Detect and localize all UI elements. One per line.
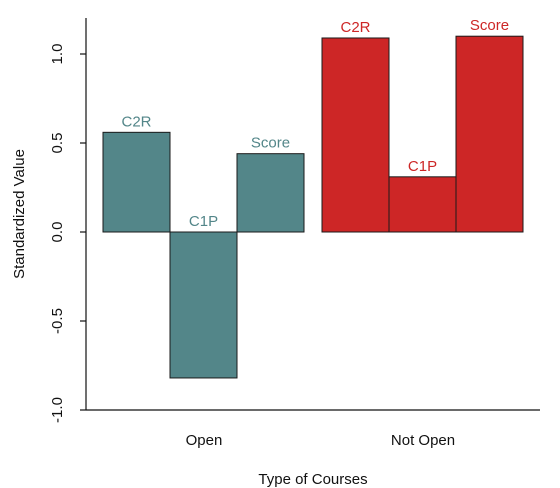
bar (102, 131, 171, 233)
y-tick-label: -1.0 (49, 397, 66, 423)
bar-label: C2R (340, 19, 370, 36)
bar-label: C1P (189, 213, 218, 230)
bar-label: C2R (121, 113, 151, 130)
y-tick-label: 1.0 (49, 44, 66, 65)
bar (169, 231, 238, 379)
bar-label: Score (251, 135, 290, 152)
plot-area: C2R C1P Score C2R C1P Score (102, 17, 524, 379)
x-axis-title: Type of Courses (258, 471, 367, 488)
bar-label: Score (470, 17, 509, 34)
bar (321, 37, 390, 233)
bar (388, 176, 457, 233)
x-tick-label: Not Open (391, 432, 455, 449)
bar (236, 153, 305, 233)
y-tick-label: 0.0 (49, 222, 66, 243)
bar-group: C2R C1P Score (321, 17, 524, 233)
y-tick-label: -0.5 (49, 308, 66, 334)
y-axis-ticks: -1.0 -0.5 0.0 0.5 1.0 (49, 44, 86, 423)
bar-group: C2R C1P Score (102, 113, 305, 379)
y-tick-label: 0.5 (49, 133, 66, 154)
bar-label: C1P (408, 158, 437, 175)
x-tick-label: Open (186, 432, 223, 449)
y-axis-title: Standardized Value (11, 149, 28, 279)
x-axis-ticks: Open Not Open (186, 432, 455, 449)
bar (455, 35, 524, 233)
